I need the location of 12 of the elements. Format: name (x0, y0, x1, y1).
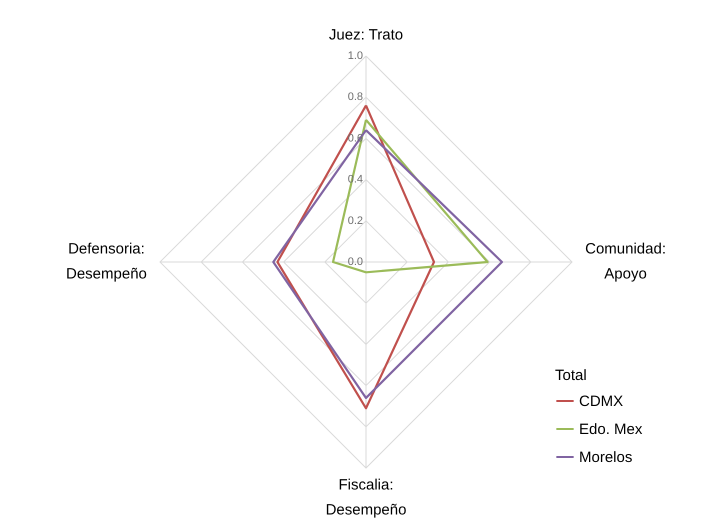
spoke-label: Comunidad: Apoyo (585, 240, 666, 282)
y-tick-label: 0.0 (348, 256, 363, 268)
legend-label: CDMX (579, 393, 624, 410)
y-tick-label: 0.2 (348, 214, 363, 227)
spoke-label: Defensoria: Desempeño (66, 240, 147, 282)
legend-label: Morelos (579, 449, 632, 466)
spoke-label: Fiscalia: Desempeño (326, 476, 406, 518)
legend-label: Edo. Mex (579, 421, 643, 438)
spoke-label: Juez: Trato (328, 26, 404, 44)
y-tick-label: 1.0 (348, 50, 363, 62)
legend-title: Total (555, 367, 587, 384)
y-tick-label: 0.8 (348, 91, 363, 104)
